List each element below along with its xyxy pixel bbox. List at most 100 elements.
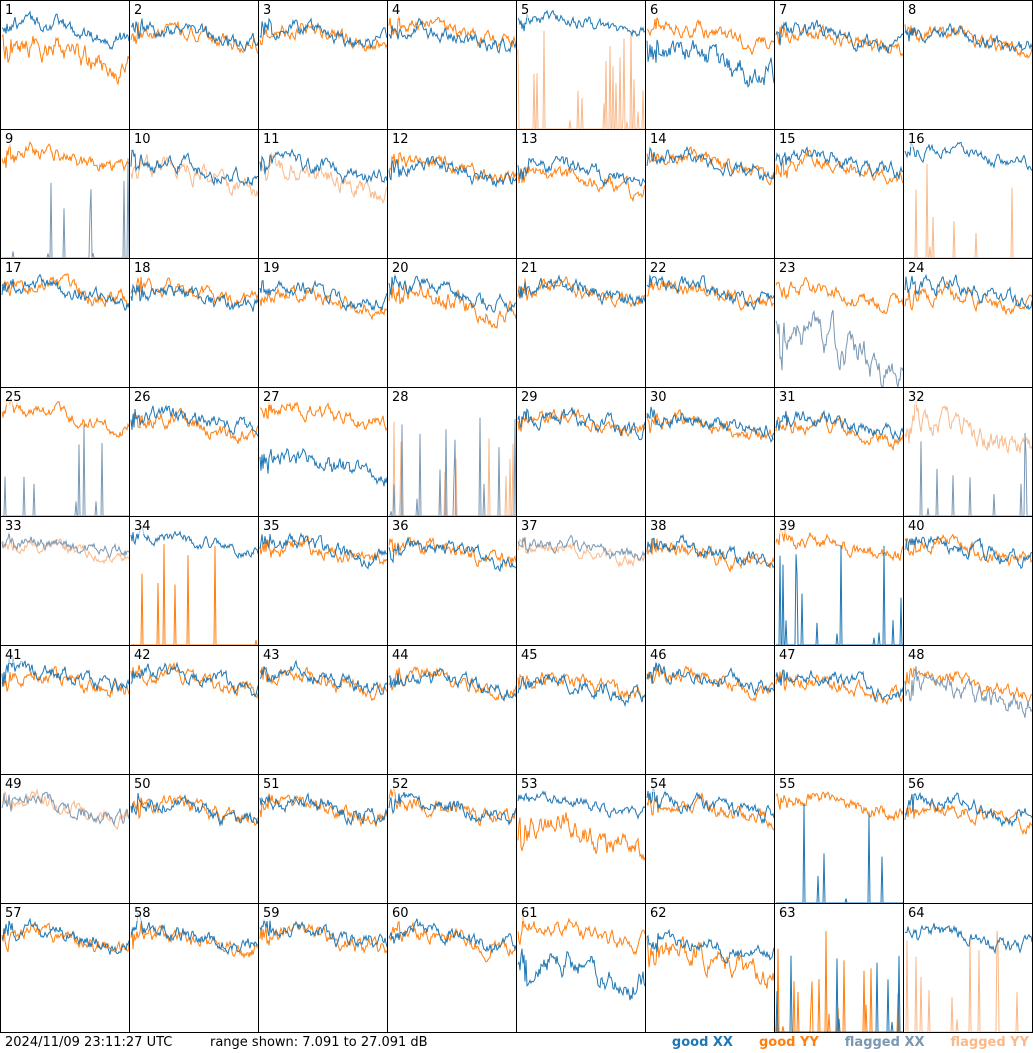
series-yy-line-33 <box>2 538 130 565</box>
legend-flagged-yy: flagged YY <box>950 1035 1030 1050</box>
panel-label: 44 <box>392 648 409 663</box>
series-xx-line-42 <box>130 661 259 698</box>
series-xx-line-43 <box>259 659 388 696</box>
series-yy-line-1 <box>1 33 130 86</box>
series-xx-line-27 <box>259 447 388 487</box>
panel-plot-56 <box>904 791 1033 836</box>
panel-39: 39 <box>774 516 904 646</box>
panel-label: 57 <box>5 906 22 921</box>
panel-35: 35 <box>258 516 388 646</box>
series-yy-line-60 <box>388 920 517 963</box>
panel-54: 54 <box>645 774 775 904</box>
series-yy-line-11 <box>259 152 388 205</box>
series-yy-line-2 <box>130 20 259 54</box>
series-xx-line-31 <box>775 409 904 442</box>
panel-32: 32 <box>903 387 1033 517</box>
series-xx-line-55 <box>776 803 903 904</box>
panel-8: 8 <box>903 0 1033 130</box>
panel-label: 12 <box>392 132 409 147</box>
series-xx-line-53 <box>517 790 646 820</box>
panel-label: 38 <box>650 519 667 534</box>
panel-label: 59 <box>263 906 280 921</box>
series-xx-line-46 <box>646 661 775 696</box>
panel-label: 2 <box>134 3 143 18</box>
panel-31: 31 <box>774 387 904 517</box>
panel-12: 12 <box>387 129 517 259</box>
series-xx-line-39 <box>776 545 903 646</box>
series-yy-line-42 <box>130 661 259 699</box>
series-xx-line-4 <box>388 17 517 54</box>
panel-label: 30 <box>650 390 667 405</box>
panel-57: 57 <box>0 903 130 1033</box>
panel-label: 1 <box>5 3 14 18</box>
panel-plot-39 <box>775 527 904 646</box>
panel-label: 21 <box>521 261 538 276</box>
panel-label: 33 <box>5 519 22 534</box>
panel-18: 18 <box>129 258 259 388</box>
legend-flagged-xx: flagged XX <box>844 1035 925 1050</box>
series-yy-line-46 <box>646 664 775 703</box>
panel-plot-59 <box>259 918 388 954</box>
panel-44: 44 <box>387 645 517 775</box>
panel-plot-49 <box>1 788 130 831</box>
panel-55: 55 <box>774 774 904 904</box>
panel-plot-43 <box>259 659 388 702</box>
panel-20: 20 <box>387 258 517 388</box>
series-xx-line-54 <box>646 787 775 825</box>
panel-label: 54 <box>650 777 667 792</box>
panel-label: 31 <box>779 390 796 405</box>
panel-7: 7 <box>774 0 904 130</box>
panel-plot-46 <box>646 661 775 703</box>
panel-label: 43 <box>263 648 280 663</box>
panel-42: 42 <box>129 645 259 775</box>
panel-label: 19 <box>263 261 280 276</box>
panel-plot-4 <box>388 15 517 54</box>
panel-50: 50 <box>129 774 259 904</box>
panel-label: 10 <box>134 132 151 147</box>
series-xx-line-32 <box>905 432 1032 517</box>
panel-plot-38 <box>646 533 775 573</box>
panel-28: 28 <box>387 387 517 517</box>
series-yy-line-62 <box>646 936 775 989</box>
series-yy-line-44 <box>388 666 517 701</box>
series-xx-line-23 <box>775 309 904 388</box>
panel-plot-5 <box>517 9 646 130</box>
legend-good-xx: good XX <box>671 1035 733 1050</box>
panel-label: 17 <box>5 261 22 276</box>
panel-4: 4 <box>387 0 517 130</box>
panel-plot-42 <box>130 661 259 699</box>
panel-plot-41 <box>1 657 130 699</box>
panel-plot-20 <box>388 273 517 329</box>
panel-plot-48 <box>904 666 1033 718</box>
series-xx-line-57 <box>1 917 130 955</box>
panel-plot-11 <box>259 148 388 205</box>
series-yy-line-5 <box>517 30 645 130</box>
series-yy-line-24 <box>904 280 1033 316</box>
series-yy-line-43 <box>259 666 388 702</box>
panel-plot-61 <box>517 915 646 1001</box>
panel-plot-12 <box>388 151 517 188</box>
panel-plot-51 <box>259 792 388 828</box>
panel-label: 22 <box>650 261 667 276</box>
series-xx-line-34 <box>130 524 259 560</box>
panel-38: 38 <box>645 516 775 646</box>
panel-46: 46 <box>645 645 775 775</box>
panel-47: 47 <box>774 645 904 775</box>
panel-plot-9 <box>1 141 130 259</box>
series-xx-line-1 <box>1 10 130 51</box>
panel-label: 16 <box>908 132 925 147</box>
panel-58: 58 <box>129 903 259 1033</box>
panel-3: 3 <box>258 0 388 130</box>
panel-51: 51 <box>258 774 388 904</box>
panel-40: 40 <box>903 516 1033 646</box>
series-yy-line-9 <box>1 141 130 172</box>
series-xx-line-50 <box>130 793 259 827</box>
legend: good XX good YY flagged XX flagged YY <box>672 1033 1029 1053</box>
series-yy-line-29 <box>517 408 646 438</box>
series-xx-line-49 <box>1 791 130 827</box>
panel-label: 24 <box>908 261 925 276</box>
panel-5: 5 <box>516 0 646 130</box>
series-yy-line-19 <box>259 284 388 321</box>
panel-plot-16 <box>904 141 1033 259</box>
panel-13: 13 <box>516 129 646 259</box>
